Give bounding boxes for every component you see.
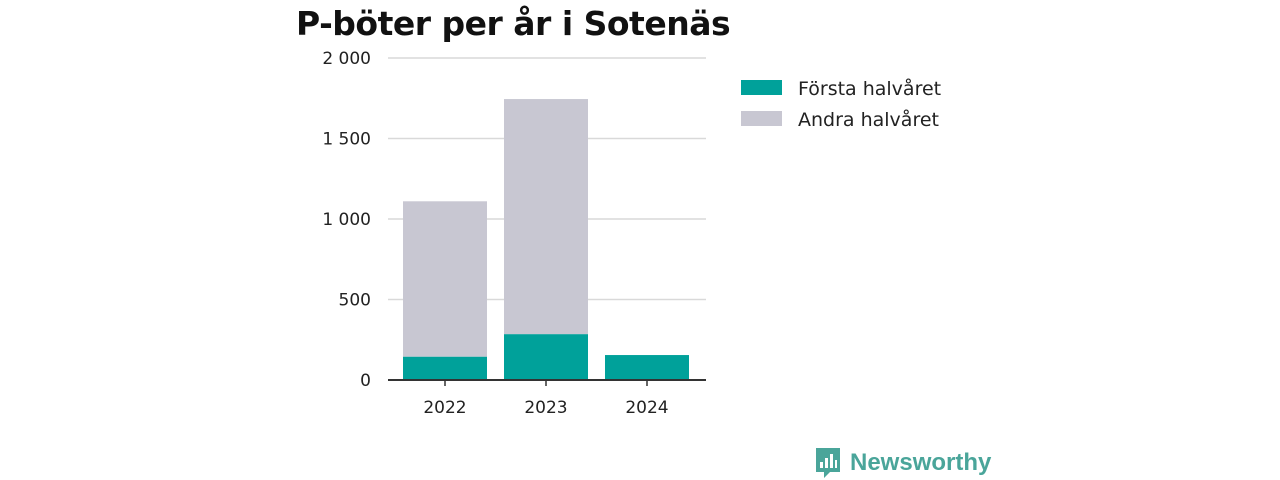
legend-swatch <box>741 80 782 95</box>
bar-segment <box>403 201 487 357</box>
legend: Första halvåret Andra halvåret <box>741 77 941 131</box>
x-tick-label: 2023 <box>524 398 567 418</box>
legend-swatch <box>741 111 782 126</box>
chart-title: P-böter per år i Sotenäs <box>296 4 731 43</box>
bar-segment <box>504 99 588 335</box>
bar-segment <box>403 356 487 380</box>
x-tick-label: 2022 <box>423 398 466 418</box>
y-tick-label: 2 000 <box>322 49 371 69</box>
bars <box>403 99 689 380</box>
axes: 0 500 1 000 1 500 2 000 2022 2023 2024 <box>322 49 706 418</box>
bar-chart-logo-icon <box>816 448 840 478</box>
brand-name: Newsworthy <box>850 449 992 476</box>
y-tick-label: 1 500 <box>322 130 371 150</box>
legend-label: Första halvåret <box>798 77 941 100</box>
newsworthy-logo: Newsworthy <box>814 446 991 480</box>
bar-segment <box>605 355 689 380</box>
bar-segment <box>504 334 588 380</box>
y-tick-label: 1 000 <box>322 210 371 230</box>
y-tick-label: 0 <box>360 371 371 391</box>
legend-label: Andra halvåret <box>798 108 939 131</box>
y-tick-label: 500 <box>339 291 371 311</box>
x-tick-label: 2024 <box>625 398 668 418</box>
